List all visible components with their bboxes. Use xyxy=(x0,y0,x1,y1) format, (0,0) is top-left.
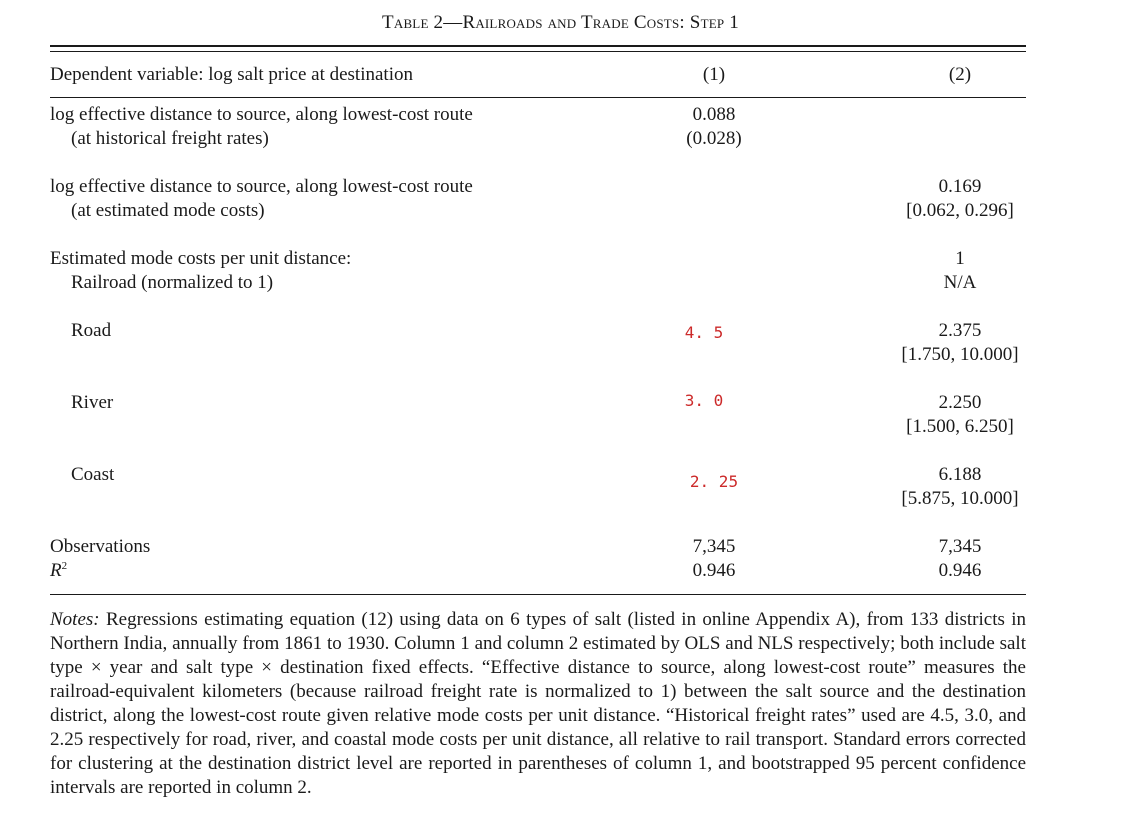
r-squared-label: R2 xyxy=(50,559,67,583)
dependent-variable-label: Dependent variable: log salt price at de… xyxy=(50,64,413,85)
notes-lead: Notes: xyxy=(50,609,100,630)
hist-distance-sublabel: (at historical freight rates) xyxy=(71,128,269,149)
est-distance-label: log effective distance to source, along … xyxy=(50,176,473,197)
road-label: Road xyxy=(71,320,112,341)
observations-col1: 7,345 xyxy=(692,536,736,557)
est-col2-value: 0.169 xyxy=(938,176,982,197)
coast-label: Coast xyxy=(71,464,115,485)
hist-col1-value: 0.088 xyxy=(692,104,736,125)
railroad-label: Railroad (normalized to 1) xyxy=(71,272,274,293)
railroad-col2-ci: N/A xyxy=(943,272,977,293)
observations-label: Observations xyxy=(50,536,151,557)
column-1-header: (1) xyxy=(702,64,726,85)
coast-col2-ci: [5.875, 10.000] xyxy=(901,488,1019,509)
table-notes: Notes: Regressions estimating equation (… xyxy=(50,608,1026,800)
coast-col2-value: 6.188 xyxy=(938,464,982,485)
r-squared-superscript: 2 xyxy=(61,560,68,572)
road-col2-ci: [1.750, 10.000] xyxy=(901,344,1019,365)
r-squared-col1: 0.946 xyxy=(692,560,736,581)
coast-col1-value: 2. 25 xyxy=(689,472,739,491)
road-col1-value: 4. 5 xyxy=(684,323,724,342)
r-squared-col2: 0.946 xyxy=(938,560,982,581)
railroad-col2-value: 1 xyxy=(955,248,965,269)
est-col2-ci: [0.062, 0.296] xyxy=(906,200,1014,221)
river-label: River xyxy=(71,392,114,413)
notes-text: Regressions estimating equation (12) usi… xyxy=(50,609,1027,798)
hist-col1-se: (0.028) xyxy=(686,128,742,149)
est-distance-sublabel: (at estimated mode costs) xyxy=(71,200,265,221)
top-rule-thick xyxy=(50,45,1026,47)
observations-col2: 7,345 xyxy=(938,536,982,557)
column-2-header: (2) xyxy=(948,64,972,85)
table-title: Table 2—Railroads and Trade Costs: Step … xyxy=(382,12,739,33)
mode-costs-heading: Estimated mode costs per unit distance: xyxy=(50,248,352,269)
bottom-rule xyxy=(50,594,1026,595)
road-col2-value: 2.375 xyxy=(938,320,982,341)
r-squared-letter: R xyxy=(50,560,62,581)
river-col1-value: 3. 0 xyxy=(684,391,724,410)
river-col2-ci: [1.500, 6.250] xyxy=(906,416,1014,437)
top-rule-thin xyxy=(50,51,1026,52)
header-rule xyxy=(50,97,1026,98)
river-col2-value: 2.250 xyxy=(938,392,982,413)
hist-distance-label: log effective distance to source, along … xyxy=(50,104,473,125)
